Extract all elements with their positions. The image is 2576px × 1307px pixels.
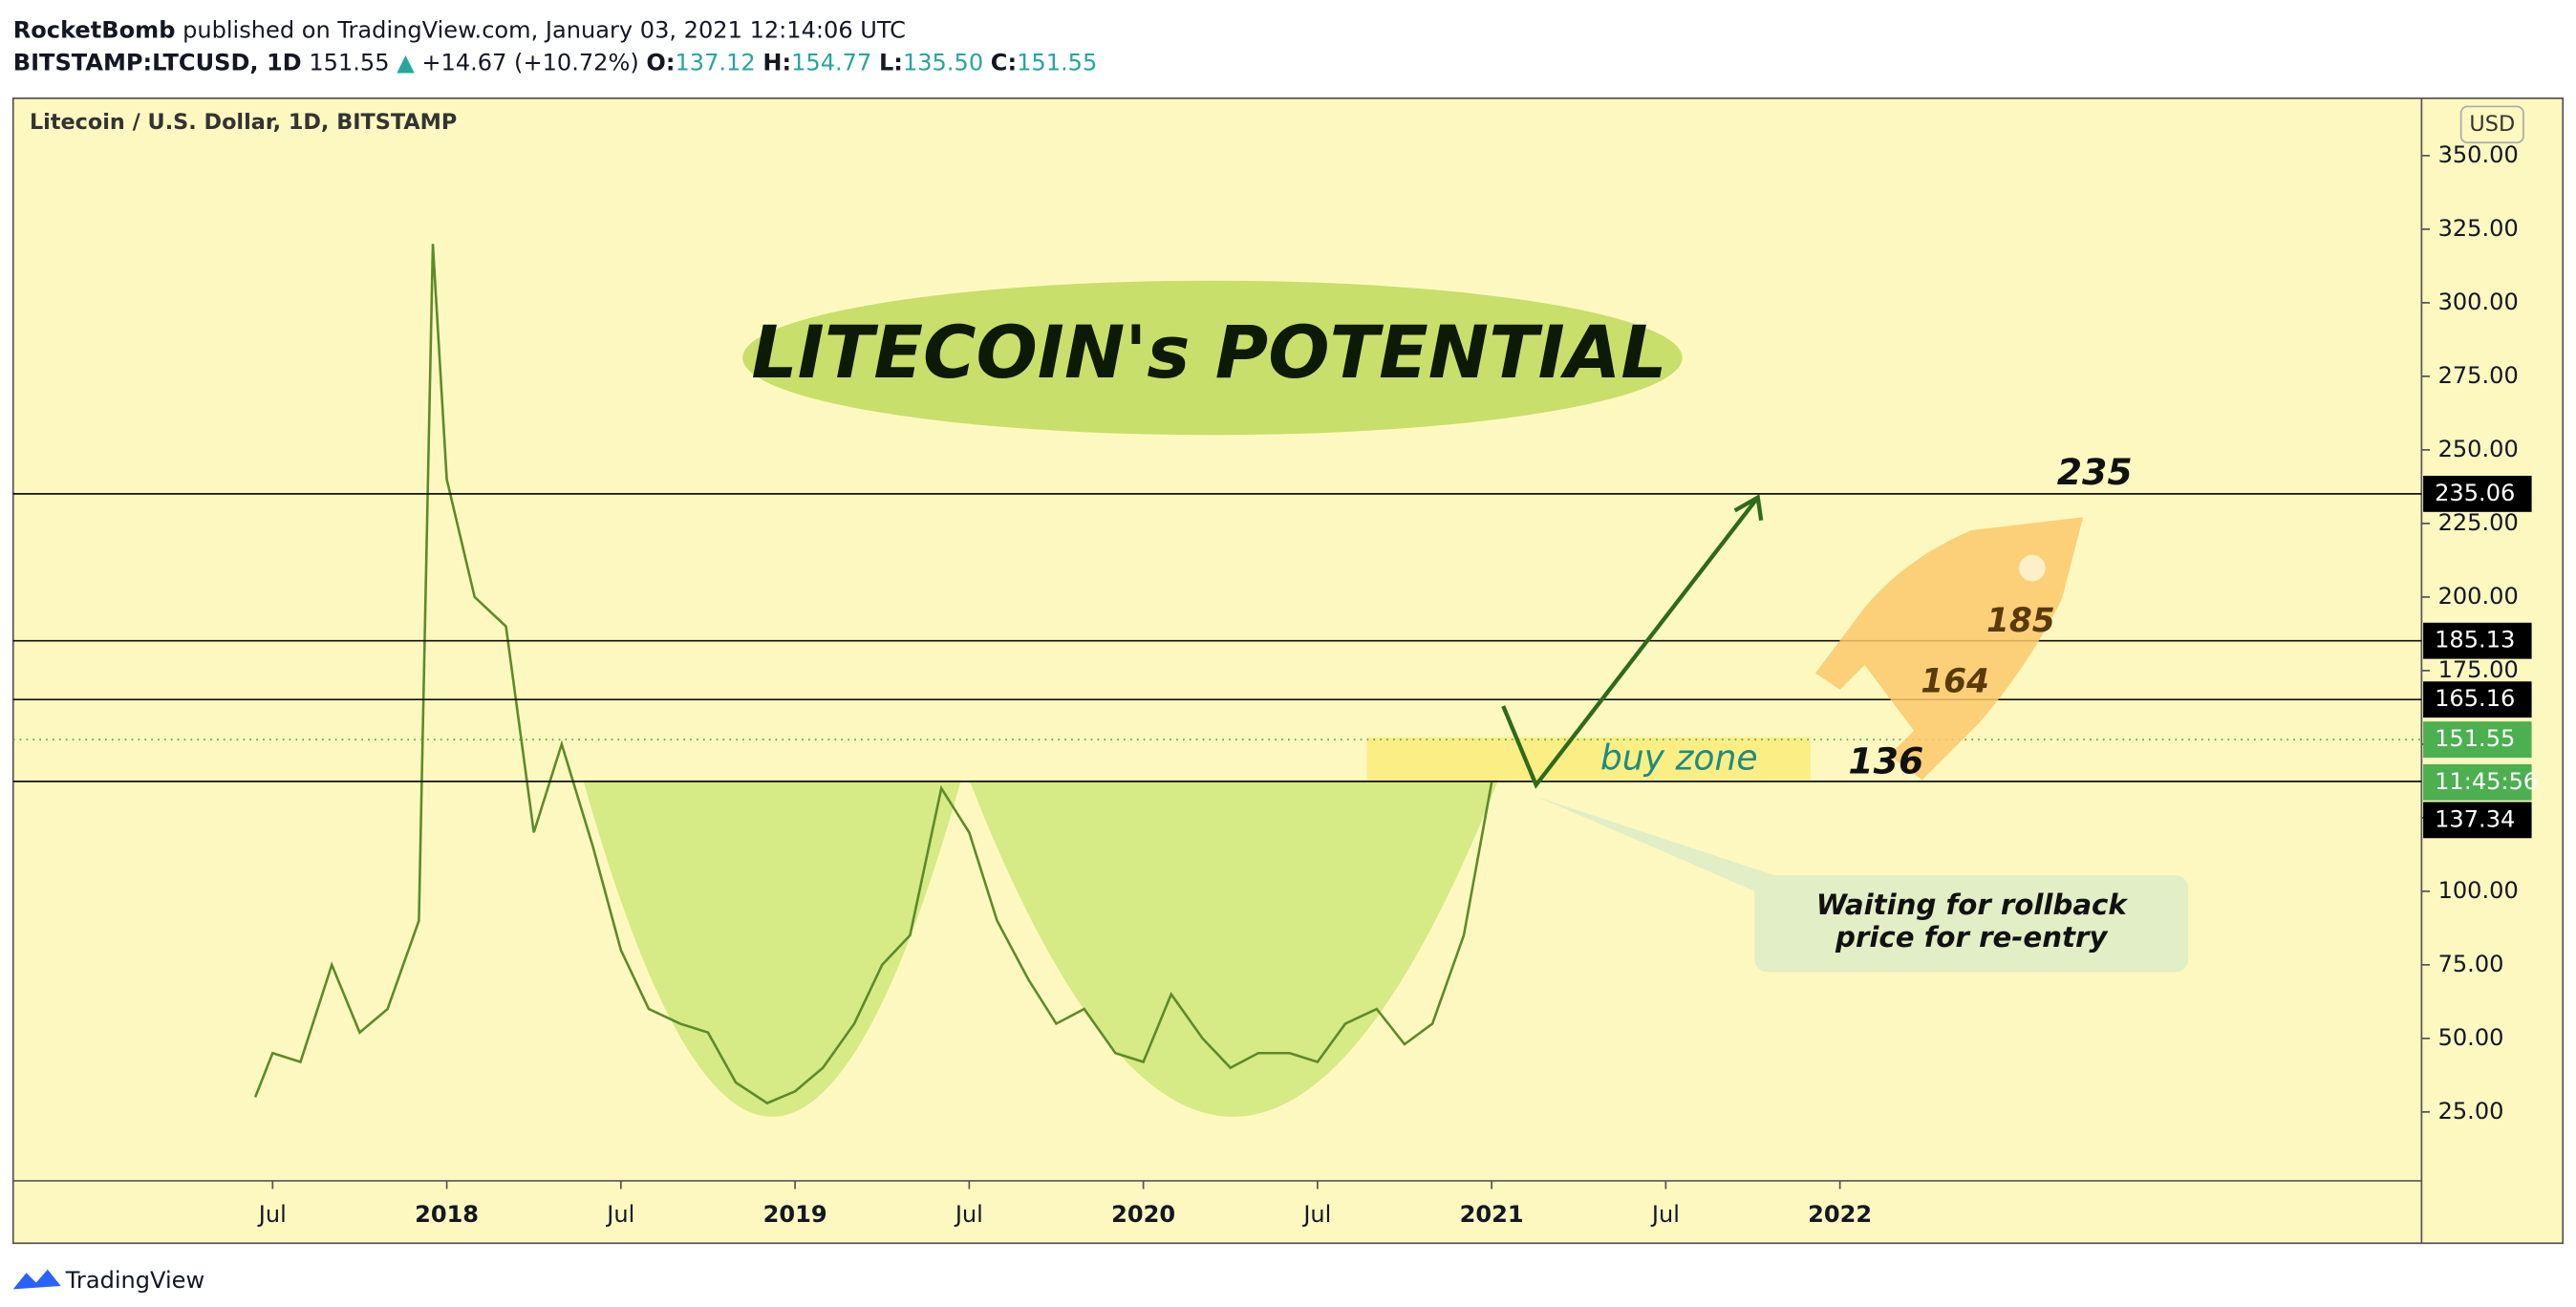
y-tick-label: 100.00 [2438, 877, 2519, 904]
x-tick-label: 2019 [763, 1201, 827, 1228]
countdown-label-box [2423, 763, 2532, 801]
brand: TradingView [65, 1267, 204, 1294]
y-tick-label: 175.00 [2438, 656, 2519, 683]
level-label: 185.13 [2435, 627, 2515, 654]
y-tick-label: 25.00 [2438, 1098, 2504, 1125]
ohlc-label: L: [879, 50, 903, 76]
y-tick-label: 250.00 [2438, 436, 2519, 462]
currency: USD [2469, 112, 2515, 137]
ohlc-value: 135.50 [903, 50, 983, 76]
headline-ellipse [742, 280, 1683, 436]
level-label-box [2423, 475, 2532, 512]
callout-text: Waiting for rollback [1816, 889, 2129, 921]
ohlc-value: 137.12 [675, 50, 755, 76]
level-label-box [2423, 622, 2532, 659]
last-price-label-box [2423, 721, 2532, 759]
x-tick-label: 2018 [415, 1201, 479, 1228]
change: +14.67 (+10.72%) [421, 50, 638, 76]
buy-zone-label: buy zone [1600, 738, 1758, 779]
x-tick-label: Jul [1301, 1201, 1331, 1228]
ohlc-label: O: [646, 50, 675, 76]
headline: LITECOIN's POTENTIAL [751, 311, 1666, 395]
brand-logo [12, 1269, 61, 1290]
header-line: RocketBomb published on TradingView.com,… [13, 16, 906, 43]
x-tick-label: Jul [1650, 1201, 1680, 1228]
rocket-window [2019, 554, 2046, 582]
arrow: ▲ [397, 50, 415, 76]
x-tick-label: 2022 [1808, 1201, 1872, 1228]
target-label: 235 [2057, 451, 2133, 493]
level-label: 137.34 [2435, 805, 2515, 832]
last-price-label: 151.55 [2435, 725, 2515, 752]
level-label: 235.06 [2435, 480, 2515, 506]
y-tick-label: 200.00 [2438, 583, 2519, 610]
author: RocketBomb [13, 16, 176, 43]
x-tick-label: 2021 [1460, 1201, 1524, 1228]
x-tick-label: Jul [257, 1201, 287, 1228]
cup-shape [583, 780, 961, 1117]
ohlc-label: C: [991, 50, 1017, 76]
y-tick-label: 300.00 [2438, 289, 2519, 315]
price-line [253, 244, 1493, 1105]
y-tick-label: 325.00 [2438, 215, 2519, 242]
x-tick-label: 2020 [1111, 1201, 1175, 1228]
rocket-icon [1814, 517, 2084, 781]
level-label-box [2423, 681, 2532, 718]
symbol-line: BITSTAMP:LTCUSD, 1D 151.55 ▲ +14.67 (+10… [13, 50, 1098, 76]
level-label: 165.16 [2435, 685, 2515, 712]
buy-zone-box [1366, 737, 1811, 781]
price: 151.55 [309, 50, 389, 76]
ohlc-value: 154.77 [791, 50, 871, 76]
x-tick-label: Jul [605, 1201, 634, 1228]
target-label: 185 [1986, 602, 2055, 640]
y-tick-label: 275.00 [2438, 362, 2519, 389]
y-tick-label: 350.00 [2438, 141, 2519, 168]
ohlc-value: 151.55 [1017, 50, 1097, 76]
path-arrow [1501, 496, 1760, 789]
y-tick-label: 75.00 [2438, 951, 2504, 977]
symbol: BITSTAMP:LTCUSD, 1D [13, 50, 302, 76]
y-tick-label: 225.00 [2438, 509, 2519, 536]
callout-box [1754, 875, 2189, 973]
arrow-head [1733, 494, 1764, 522]
callout-text: price for re-entry [1835, 921, 2109, 953]
level-label-box [2423, 802, 2532, 839]
ohlc-label: H: [762, 50, 791, 76]
target-label: 164 [1921, 662, 1989, 700]
y-tick-label: 50.00 [2438, 1024, 2504, 1051]
x-tick-label: Jul [954, 1201, 983, 1228]
target-label: 136 [1848, 740, 1923, 782]
countdown-label: 11:45:56 [2435, 768, 2538, 795]
callout-pointer [1535, 796, 1783, 904]
currency-box[interactable] [2459, 105, 2524, 144]
chart-title: Litecoin / U.S. Dollar, 1D, BITSTAMP [30, 110, 457, 135]
published: published on TradingView.com, January 03… [182, 16, 906, 43]
